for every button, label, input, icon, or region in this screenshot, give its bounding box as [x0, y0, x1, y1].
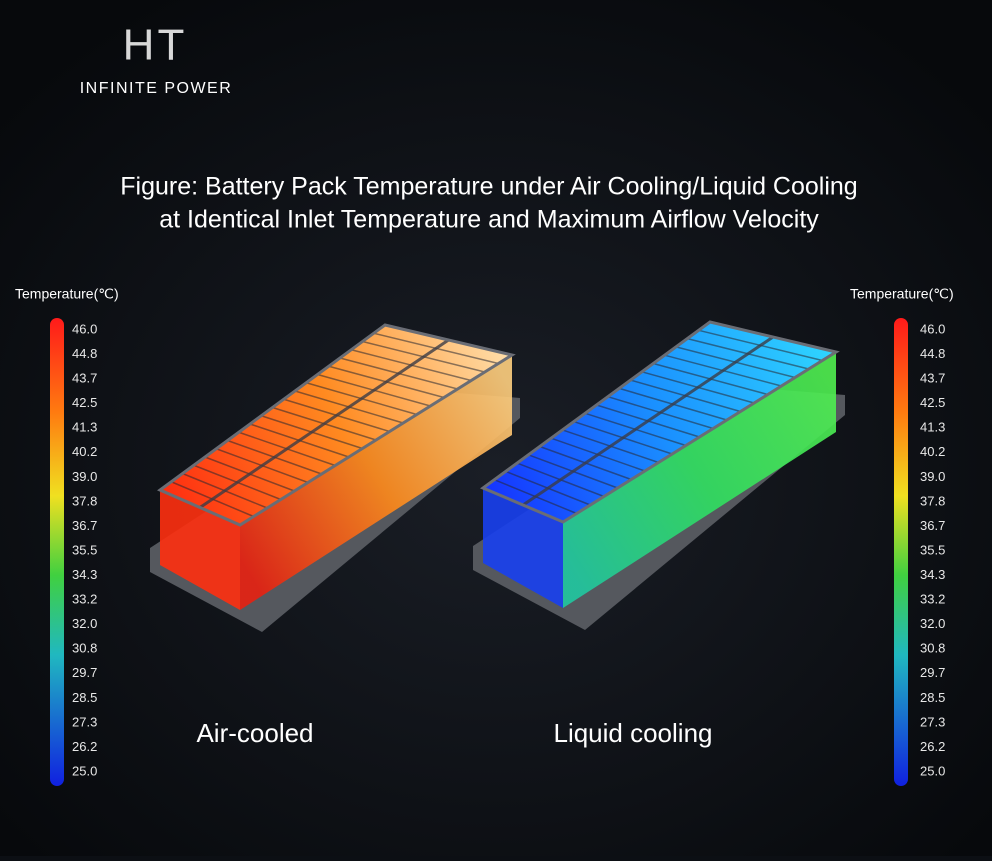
scale-tick-label: 26.2: [920, 739, 945, 754]
scale-tick-label: 34.3: [72, 567, 97, 582]
scale-tick-label: 41.3: [920, 420, 945, 435]
scale-tick-label: 44.8: [72, 346, 97, 361]
pack-label: Air-cooled: [196, 718, 313, 748]
pack-label: Liquid cooling: [553, 718, 712, 748]
scale-tick-label: 36.7: [920, 518, 945, 533]
scale-label: Temperature(℃): [15, 286, 119, 302]
scale-tick-label: 29.7: [920, 665, 945, 680]
scale-tick-label: 30.8: [72, 641, 97, 656]
scale-tick-label: 40.2: [72, 444, 97, 459]
side-face: [563, 352, 836, 608]
scale-tick-label: 37.8: [72, 493, 97, 508]
scale-tick-label: 27.3: [72, 714, 97, 729]
scale-tick-label: 41.3: [72, 420, 97, 435]
scale-tick-label: 46.0: [72, 321, 97, 336]
color-bar: [50, 318, 64, 786]
scale-tick-label: 26.2: [72, 739, 97, 754]
scale-tick-label: 46.0: [920, 321, 945, 336]
logo-mark: HT: [123, 21, 188, 70]
scale-tick-label: 40.2: [920, 444, 945, 459]
side-face: [240, 355, 512, 610]
scale-tick-label: 42.5: [72, 395, 97, 410]
scale-tick-label: 43.7: [72, 371, 97, 386]
center-rail: [522, 335, 774, 507]
scale-tick-label: 25.0: [920, 763, 945, 778]
scale-tick-label: 30.8: [920, 641, 945, 656]
end-face: [483, 488, 563, 608]
scale-tick-label: 27.3: [920, 714, 945, 729]
scale-tick-label: 33.2: [72, 592, 97, 607]
scale-ticks: 46.0 44.8 43.7 42.5 41.3 40.2 39.0 37.8 36.7 35.5…: [72, 321, 945, 778]
scale-tick-label: 33.2: [920, 592, 945, 607]
scale-tick-label: 44.8: [920, 346, 945, 361]
end-face: [160, 490, 240, 610]
title-line: Figure: Battery Pack Temperature under A…: [120, 173, 857, 201]
scale-tick-label: 28.5: [920, 690, 945, 705]
scale-tick-label: 43.7: [920, 371, 945, 386]
scale-tick-label: 39.0: [72, 469, 97, 484]
cell-lines: [157, 320, 840, 527]
frame: [157, 323, 516, 527]
air-cooled-pack: [150, 325, 520, 632]
frame: [479, 320, 840, 524]
center-rail: [199, 338, 450, 509]
scale-tick-label: 36.7: [72, 518, 97, 533]
scale-tick-label: 39.0: [920, 469, 945, 484]
scale-tick-label: 35.5: [920, 542, 945, 557]
logo-tagline: INFINITE POWER: [80, 80, 233, 97]
scale-label: Temperature(℃): [850, 286, 954, 302]
scale-tick-label: 34.3: [920, 567, 945, 582]
scale-tick-label: 28.5: [72, 690, 97, 705]
color-bar: [894, 318, 908, 786]
scale-tick-label: 32.0: [72, 616, 97, 631]
scale-tick-label: 42.5: [920, 395, 945, 410]
scale-tick-label: 32.0: [920, 616, 945, 631]
scale-tick-label: 37.8: [920, 493, 945, 508]
scale-tick-label: 35.5: [72, 542, 97, 557]
scale-tick-label: 25.0: [72, 763, 97, 778]
title-line: at Identical Inlet Temperature and Maxim…: [159, 206, 819, 234]
scale-tick-label: 29.7: [72, 665, 97, 680]
